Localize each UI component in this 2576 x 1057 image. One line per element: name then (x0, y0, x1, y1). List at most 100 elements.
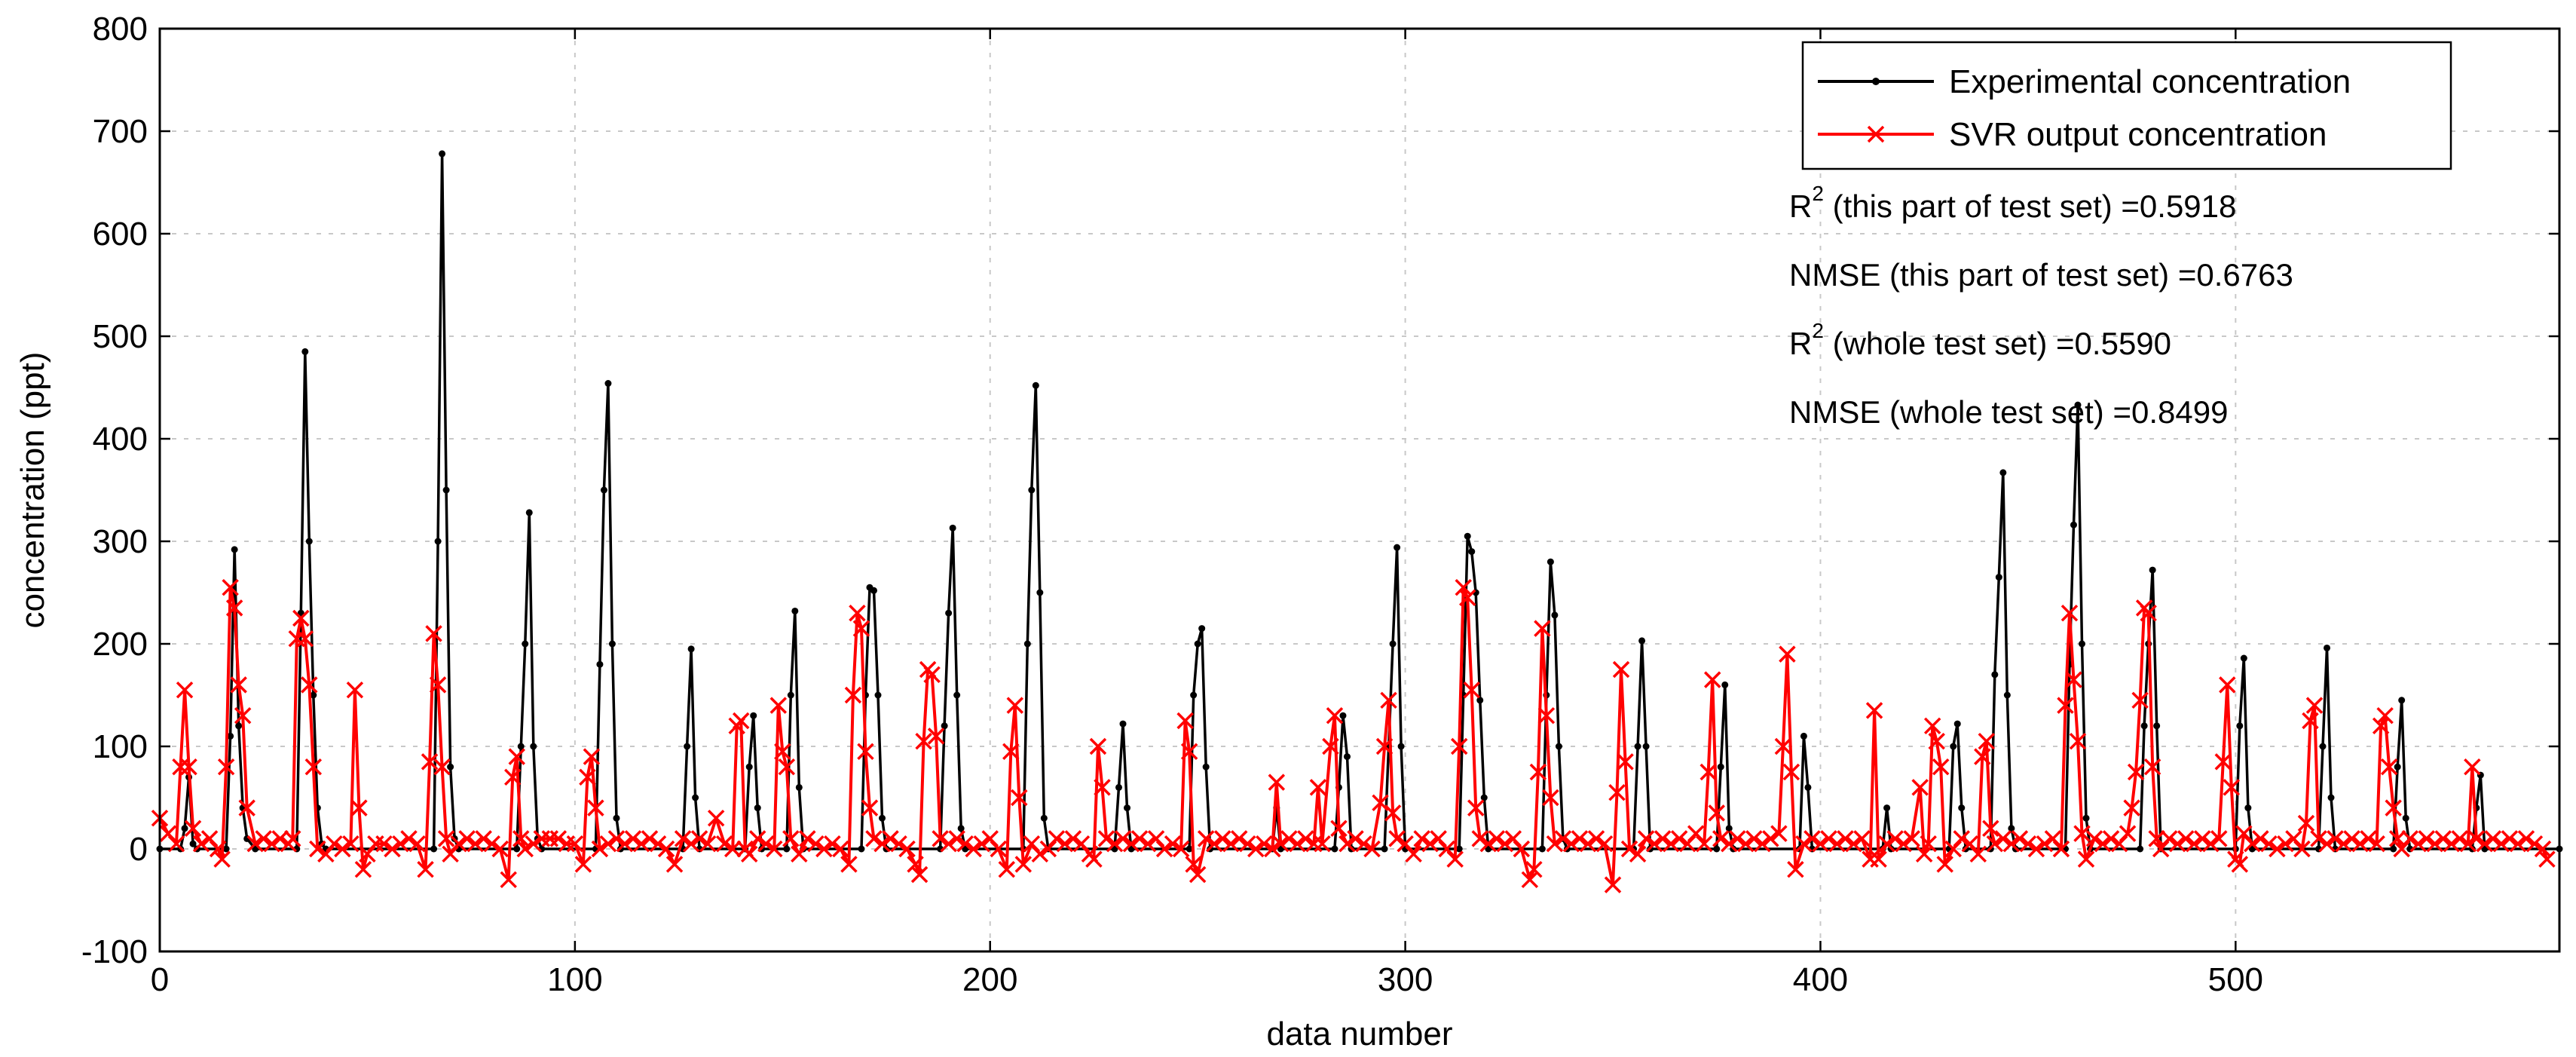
data-point-marker (1770, 825, 1788, 842)
data-point-marker (417, 860, 434, 878)
data-point-marker (2065, 671, 2082, 688)
data-point-marker (516, 840, 534, 858)
data-point-marker (1468, 548, 1476, 556)
x-tick-label: 300 (1378, 961, 1433, 998)
plot-frame (158, 27, 2561, 953)
data-point-marker (1089, 737, 1107, 755)
data-point-marker (2335, 835, 2352, 853)
data-point-marker (990, 840, 1007, 858)
data-point-marker (1915, 845, 1933, 863)
data-point-marker (2418, 830, 2435, 847)
data-point-marker (2168, 835, 2186, 853)
data-point-marker (1774, 737, 1792, 755)
data-point-marker (882, 830, 899, 847)
data-point-marker (2102, 830, 2120, 847)
data-point-marker (1787, 860, 1804, 878)
data-point-marker (1194, 640, 1201, 648)
data-point-marker (2402, 814, 2409, 822)
data-point-marker (2085, 830, 2103, 847)
data-point-marker (1950, 743, 1957, 750)
data-point-marker (2223, 779, 2241, 796)
data-point-marker (2231, 856, 2249, 873)
y-tick-label: -100 (81, 933, 148, 970)
data-point-marker (301, 348, 309, 355)
data-point-marker (525, 509, 533, 516)
data-point-marker (600, 486, 607, 494)
data-point-marker (1795, 835, 1813, 853)
data-point-marker (2297, 814, 2315, 832)
data-point-marker (2390, 845, 2397, 853)
data-point-marker (857, 743, 874, 761)
data-point-marker (1480, 794, 1488, 801)
data-point-marker (1551, 611, 1559, 619)
legend-marker (1872, 78, 1880, 85)
data-point-marker (2526, 835, 2544, 853)
data-point-marker (956, 835, 974, 853)
data-point-marker (238, 799, 255, 816)
data-point-marker (2070, 521, 2077, 528)
data-point-marker (1094, 779, 1111, 796)
data-point-marker (1164, 835, 1182, 853)
data-point-marker (230, 676, 247, 694)
data-point-marker (1845, 835, 1862, 853)
metric-annotation: R2 (this part of test set) =0.5918 (1789, 182, 2236, 224)
data-point-marker (508, 748, 525, 765)
data-point-marker (849, 604, 866, 622)
data-point-marker (2319, 743, 2327, 750)
data-point-marker (1708, 804, 1725, 822)
data-point-marker (310, 691, 317, 699)
data-point-marker (2327, 794, 2335, 801)
data-point-marker (591, 840, 609, 858)
data-point-marker (1186, 845, 1193, 853)
data-point-marker (2318, 835, 2336, 853)
data-point-marker (1048, 830, 1066, 847)
legend-label: Experimental concentration (1949, 63, 2351, 100)
data-point-marker (359, 845, 376, 863)
data-point-marker (1384, 804, 1402, 822)
y-axis-title: concentration (ppt) (14, 352, 51, 629)
data-point-marker (616, 835, 634, 853)
data-point-marker (1699, 763, 1717, 781)
data-point-marker (246, 835, 264, 853)
data-point-marker (429, 676, 447, 694)
data-point-marker (945, 609, 953, 617)
data-point-marker (641, 830, 659, 847)
data-point-marker (1031, 845, 1049, 863)
data-point-marker (596, 660, 604, 668)
data-point-marker (1114, 830, 1132, 847)
data-point-marker (1464, 532, 1471, 540)
data-point-marker (2517, 830, 2535, 847)
legend-entry: SVR output concentration (1818, 116, 2327, 153)
data-point-marker (525, 835, 543, 853)
data-point-marker (1072, 835, 1091, 853)
data-point-marker (1554, 830, 1572, 847)
data-point-marker (870, 587, 877, 594)
data-point-marker (1180, 743, 1198, 761)
data-point-marker (350, 799, 368, 816)
data-point-marker (1268, 774, 1286, 791)
data-point-marker (450, 835, 467, 853)
data-point-marker (1455, 845, 1463, 853)
data-point-marker (467, 835, 484, 853)
data-point-marker (1721, 835, 1738, 853)
metric-annotation: NMSE (this part of test set) =0.6763 (1789, 257, 2293, 293)
data-point-marker (2434, 830, 2452, 847)
data-point-marker (2534, 840, 2552, 858)
annotation-superscript: 2 (1812, 319, 1824, 342)
data-point-marker (1936, 856, 1953, 873)
data-point-marker (1326, 706, 1344, 725)
data-point-marker (1213, 830, 1231, 847)
data-point-marker (1056, 835, 1074, 853)
data-point-marker (189, 840, 197, 847)
data-point-marker (342, 835, 359, 853)
data-point-marker (1729, 830, 1746, 847)
data-point-marker (1389, 640, 1397, 648)
data-point-marker (840, 856, 858, 873)
data-point-marker (953, 691, 961, 699)
data-point-marker (832, 840, 849, 858)
data-point-marker (167, 835, 185, 853)
data-point-marker (1375, 737, 1394, 755)
data-point-marker (392, 835, 409, 853)
data-point-marker (2293, 840, 2311, 858)
data-point-marker (2186, 835, 2203, 853)
